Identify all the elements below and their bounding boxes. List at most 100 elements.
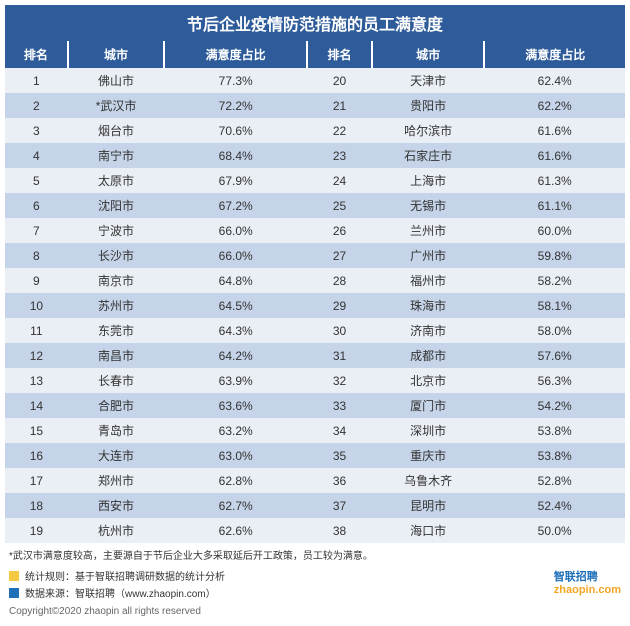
city-cell: 苏州市 bbox=[68, 293, 165, 318]
pct-cell: 57.6% bbox=[484, 343, 625, 368]
city-cell: 无锡市 bbox=[372, 193, 484, 218]
city-cell: 杭州市 bbox=[68, 518, 165, 543]
rank-cell: 7 bbox=[5, 218, 68, 243]
pct-cell: 64.8% bbox=[164, 268, 307, 293]
pct-cell: 62.2% bbox=[484, 93, 625, 118]
city-cell: 乌鲁木齐 bbox=[372, 468, 484, 493]
pct-cell: 63.0% bbox=[164, 443, 307, 468]
legend-rule-text: 基于智联招聘调研数据的统计分析 bbox=[75, 568, 225, 583]
pct-cell: 68.4% bbox=[164, 143, 307, 168]
rank-cell: 18 bbox=[5, 493, 68, 518]
pct-cell: 58.1% bbox=[484, 293, 625, 318]
city-cell: 南昌市 bbox=[68, 343, 165, 368]
pct-cell: 58.0% bbox=[484, 318, 625, 343]
table-row: 8长沙市66.0%27广州市59.8% bbox=[5, 243, 625, 268]
table-row: 6沈阳市67.2%25无锡市61.1% bbox=[5, 193, 625, 218]
city-cell: 福州市 bbox=[372, 268, 484, 293]
rank-cell: 37 bbox=[307, 493, 372, 518]
pct-cell: 61.6% bbox=[484, 143, 625, 168]
pct-cell: 56.3% bbox=[484, 368, 625, 393]
logo-en: zhaopin.com bbox=[554, 584, 621, 596]
pct-cell: 53.8% bbox=[484, 443, 625, 468]
pct-cell: 62.7% bbox=[164, 493, 307, 518]
pct-cell: 62.8% bbox=[164, 468, 307, 493]
pct-cell: 72.2% bbox=[164, 93, 307, 118]
pct-cell: 58.2% bbox=[484, 268, 625, 293]
col-pct-right: 满意度占比 bbox=[484, 41, 625, 68]
table-row: 11东莞市64.3%30济南市58.0% bbox=[5, 318, 625, 343]
pct-cell: 50.0% bbox=[484, 518, 625, 543]
rank-cell: 17 bbox=[5, 468, 68, 493]
city-cell: 合肥市 bbox=[68, 393, 165, 418]
legend-rule-label: 统计规则： bbox=[25, 568, 75, 583]
table-row: 19杭州市62.6%38海口市50.0% bbox=[5, 518, 625, 543]
city-cell: 上海市 bbox=[372, 168, 484, 193]
pct-cell: 52.8% bbox=[484, 468, 625, 493]
city-cell: 西安市 bbox=[68, 493, 165, 518]
pct-cell: 66.0% bbox=[164, 218, 307, 243]
table-row: 13长春市63.9%32北京市56.3% bbox=[5, 368, 625, 393]
col-pct-left: 满意度占比 bbox=[164, 41, 307, 68]
logo-cn: 智联招聘 bbox=[554, 568, 621, 584]
pct-cell: 62.4% bbox=[484, 68, 625, 93]
rank-cell: 4 bbox=[5, 143, 68, 168]
city-cell: 烟台市 bbox=[68, 118, 165, 143]
pct-cell: 64.5% bbox=[164, 293, 307, 318]
legend-src-label: 数据来源： bbox=[25, 585, 75, 600]
table-row: 15青岛市63.2%34深圳市53.8% bbox=[5, 418, 625, 443]
rank-cell: 14 bbox=[5, 393, 68, 418]
rank-cell: 26 bbox=[307, 218, 372, 243]
table-row: 2*武汉市72.2%21贵阳市62.2% bbox=[5, 93, 625, 118]
rank-cell: 30 bbox=[307, 318, 372, 343]
pct-cell: 67.2% bbox=[164, 193, 307, 218]
pct-cell: 59.8% bbox=[484, 243, 625, 268]
city-cell: 长春市 bbox=[68, 368, 165, 393]
city-cell: 海口市 bbox=[372, 518, 484, 543]
report-container: 节后企业疫情防范措施的员工满意度 排名 城市 满意度占比 排名 城市 满意度占比… bbox=[0, 0, 630, 626]
col-city-right: 城市 bbox=[372, 41, 484, 68]
rank-cell: 21 bbox=[307, 93, 372, 118]
rank-cell: 9 bbox=[5, 268, 68, 293]
rank-cell: 36 bbox=[307, 468, 372, 493]
rank-cell: 10 bbox=[5, 293, 68, 318]
rank-cell: 11 bbox=[5, 318, 68, 343]
rank-cell: 23 bbox=[307, 143, 372, 168]
pct-cell: 61.6% bbox=[484, 118, 625, 143]
rank-cell: 33 bbox=[307, 393, 372, 418]
footnote: *武汉市满意度较高，主要源自于节后企业大多采取延后开工政策，员工较为满意。 bbox=[5, 547, 625, 562]
col-city-left: 城市 bbox=[68, 41, 165, 68]
city-cell: 哈尔滨市 bbox=[372, 118, 484, 143]
header-row: 排名 城市 满意度占比 排名 城市 满意度占比 bbox=[5, 41, 625, 68]
city-cell: 石家庄市 bbox=[372, 143, 484, 168]
city-cell: 南京市 bbox=[68, 268, 165, 293]
rank-cell: 2 bbox=[5, 93, 68, 118]
rank-cell: 5 bbox=[5, 168, 68, 193]
pct-cell: 61.3% bbox=[484, 168, 625, 193]
pct-cell: 62.6% bbox=[164, 518, 307, 543]
rank-cell: 15 bbox=[5, 418, 68, 443]
city-cell: 贵阳市 bbox=[372, 93, 484, 118]
table-row: 4南宁市68.4%23石家庄市61.6% bbox=[5, 143, 625, 168]
rank-cell: 6 bbox=[5, 193, 68, 218]
pct-cell: 63.2% bbox=[164, 418, 307, 443]
city-cell: 南宁市 bbox=[68, 143, 165, 168]
pct-cell: 67.9% bbox=[164, 168, 307, 193]
rank-cell: 29 bbox=[307, 293, 372, 318]
table-row: 16大连市63.0%35重庆市53.8% bbox=[5, 443, 625, 468]
table-row: 5太原市67.9%24上海市61.3% bbox=[5, 168, 625, 193]
pct-cell: 54.2% bbox=[484, 393, 625, 418]
city-cell: 青岛市 bbox=[68, 418, 165, 443]
city-cell: 沈阳市 bbox=[68, 193, 165, 218]
pct-cell: 63.6% bbox=[164, 393, 307, 418]
footer-row: 统计规则： 基于智联招聘调研数据的统计分析 数据来源： 智联招聘（www.zha… bbox=[5, 568, 625, 602]
table-row: 9南京市64.8%28福州市58.2% bbox=[5, 268, 625, 293]
pct-cell: 70.6% bbox=[164, 118, 307, 143]
rank-cell: 35 bbox=[307, 443, 372, 468]
city-cell: 太原市 bbox=[68, 168, 165, 193]
city-cell: 北京市 bbox=[372, 368, 484, 393]
pct-cell: 64.2% bbox=[164, 343, 307, 368]
legend-src-text: 智联招聘（www.zhaopin.com） bbox=[75, 585, 216, 600]
rank-cell: 25 bbox=[307, 193, 372, 218]
table-row: 7宁波市66.0%26兰州市60.0% bbox=[5, 218, 625, 243]
satisfaction-table: 排名 城市 满意度占比 排名 城市 满意度占比 1佛山市77.3%20天津市62… bbox=[5, 41, 625, 543]
